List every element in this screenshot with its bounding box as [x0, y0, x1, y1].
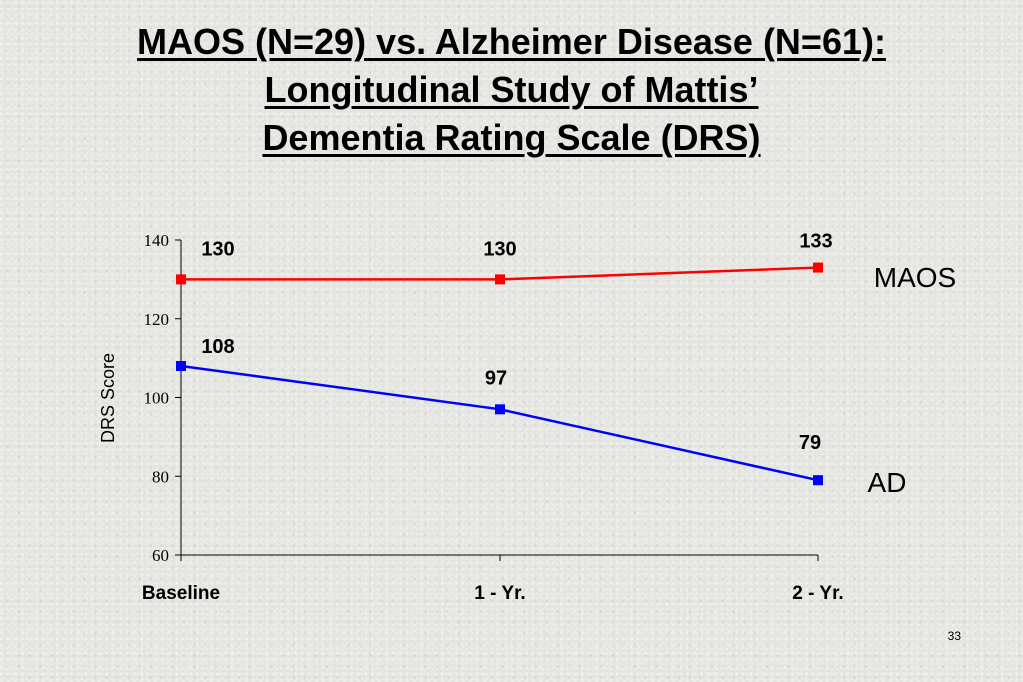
y-tick-label: 60 [152, 546, 169, 565]
data-point-ad [495, 404, 505, 415]
data-label-ad: 97 [485, 367, 507, 389]
title-line-3: Dementia Rating Scale (DRS) [262, 117, 761, 158]
data-label-ad: 79 [799, 432, 821, 454]
chart-series: 130 130 133 MAOS 108 97 79 AD [176, 231, 956, 498]
series-label-ad: AD [868, 467, 907, 498]
y-tick-label: 80 [152, 467, 169, 486]
y-tick-label: 120 [144, 310, 170, 329]
x-tick-label: Baseline [142, 583, 220, 604]
y-tick-label: 140 [144, 231, 170, 250]
data-label-maos: 130 [483, 238, 516, 260]
x-tick-label: 2 - Yr. [792, 583, 843, 604]
y-tick-label: 100 [144, 389, 170, 408]
x-axis-ticks: Baseline 1 - Yr. 2 - Yr. [142, 555, 844, 604]
chart-axes [180, 240, 818, 556]
title-line-2: Longitudinal Study of Mattis’ [264, 69, 759, 110]
y-axis-ticks: 60 80 100 120 140 [144, 231, 181, 565]
data-label-ad: 108 [201, 336, 234, 358]
x-tick-label: 1 - Yr. [474, 583, 525, 604]
data-label-maos: 130 [201, 238, 234, 260]
data-label-maos: 133 [799, 231, 832, 253]
data-point-maos [813, 262, 823, 273]
data-point-maos [176, 274, 186, 285]
slide-number: 33 [947, 629, 961, 643]
title-line-1: MAOS (N=29) vs. Alzheimer Disease (N=61)… [137, 21, 886, 62]
data-point-ad [176, 361, 186, 371]
data-point-maos [495, 274, 505, 285]
data-point-ad [813, 475, 823, 486]
y-axis-label: DRS Score [98, 353, 118, 443]
series-label-maos: MAOS [874, 262, 956, 293]
slide-title: MAOS (N=29) vs. Alzheimer Disease (N=61)… [0, 18, 1023, 162]
